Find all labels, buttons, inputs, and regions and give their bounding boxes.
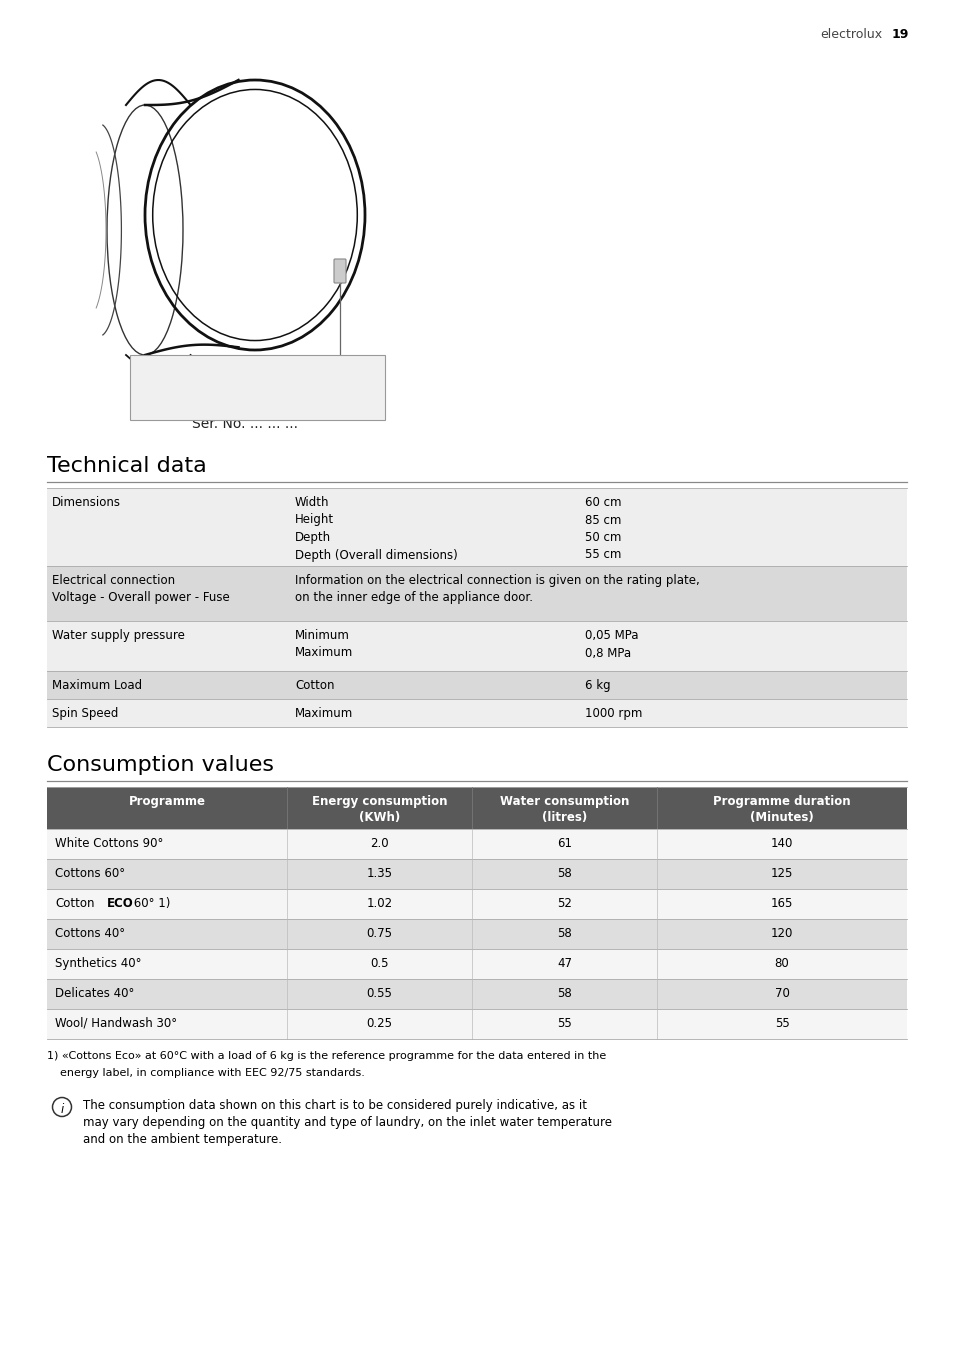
Text: 19: 19 [891,28,908,41]
Text: 140: 140 [770,837,792,850]
Bar [47,621,906,671]
Bar [47,890,906,919]
Text: 1.35: 1.35 [366,867,392,880]
Text: 125: 125 [770,867,792,880]
Text: Mod. ... ... ...: Mod. ... ... ... [142,369,228,383]
Text: Cottons 40°: Cottons 40° [55,927,125,940]
Bar [47,566,906,621]
Text: 70: 70 [774,987,789,1000]
Text: Wool/ Handwash 30°: Wool/ Handwash 30° [55,1017,177,1030]
Text: 55: 55 [774,1017,788,1030]
Text: White Cottons 90°: White Cottons 90° [55,837,163,850]
Bar [47,671,906,699]
Text: i: i [60,1103,64,1115]
Bar [47,787,906,829]
Text: Water consumption
(litres): Water consumption (litres) [499,795,629,825]
Text: Information on the electrical connection is given on the rating plate,
on the in: Information on the electrical connection… [294,575,699,604]
Text: Technical data: Technical data [47,456,207,476]
Text: electrolux: electrolux [820,28,882,41]
Text: 0,05 MPa
0,8 MPa: 0,05 MPa 0,8 MPa [584,629,638,660]
Text: Delicates 40°: Delicates 40° [55,987,134,1000]
Text: 61: 61 [557,837,572,850]
FancyBboxPatch shape [334,260,346,283]
Text: may vary depending on the quantity and type of laundry, on the inlet water tempe: may vary depending on the quantity and t… [83,1115,612,1129]
Bar [47,979,906,1009]
Text: 0.25: 0.25 [366,1017,392,1030]
Text: Synthetics 40°: Synthetics 40° [55,957,141,969]
Text: 80: 80 [774,957,788,969]
Text: Programme: Programme [129,795,205,808]
Text: 0.55: 0.55 [366,987,392,1000]
Bar [47,1009,906,1038]
Text: Dimensions: Dimensions [52,496,121,508]
Text: Minimum
Maximum: Minimum Maximum [294,629,353,660]
Text: 0.75: 0.75 [366,927,392,940]
Text: 1.02: 1.02 [366,896,392,910]
Text: 2.0: 2.0 [370,837,389,850]
Bar [47,859,906,890]
Text: Maximum Load: Maximum Load [52,679,142,692]
Text: 0.5: 0.5 [370,957,388,969]
Text: 58: 58 [557,867,571,880]
Text: Energy consumption
(KWh): Energy consumption (KWh) [312,795,447,825]
Text: 60 cm
85 cm
50 cm
55 cm: 60 cm 85 cm 50 cm 55 cm [584,496,620,561]
Text: 58: 58 [557,927,571,940]
Text: energy label, in compliance with EEC 92/75 standards.: energy label, in compliance with EEC 92/… [60,1068,364,1078]
Text: Programme duration
(Minutes): Programme duration (Minutes) [713,795,850,825]
Text: 6 kg: 6 kg [584,679,610,692]
Text: The consumption data shown on this chart is to be considered purely indicative, : The consumption data shown on this chart… [83,1099,586,1111]
Text: Width
Height
Depth
Depth (Overall dimensions): Width Height Depth Depth (Overall dimens… [294,496,457,561]
Text: Ser. No. ... ... ...: Ser. No. ... ... ... [192,416,297,431]
Text: 47: 47 [557,957,572,969]
Text: 1000 rpm: 1000 rpm [584,707,641,721]
Text: ECO: ECO [107,896,133,910]
Bar [47,699,906,727]
Text: Spin Speed: Spin Speed [52,707,118,721]
Bar [130,356,385,420]
Text: and on the ambient temperature.: and on the ambient temperature. [83,1133,282,1146]
Text: Cotton: Cotton [55,896,94,910]
Bar [47,949,906,979]
Text: Water supply pressure: Water supply pressure [52,629,185,642]
Text: Cotton: Cotton [294,679,335,692]
Text: Electrical connection
Voltage - Overall power - Fuse: Electrical connection Voltage - Overall … [52,575,230,604]
Text: 60° 1): 60° 1) [130,896,171,910]
Text: 120: 120 [770,927,792,940]
Bar [47,829,906,859]
Text: 55: 55 [557,1017,571,1030]
Bar [47,488,906,566]
Text: 1) «Cottons Eco» at 60°C with a load of 6 kg is the reference programme for the : 1) «Cottons Eco» at 60°C with a load of … [47,1051,605,1061]
Bar [47,919,906,949]
Text: Cottons 60°: Cottons 60° [55,867,125,880]
Text: Prod. No. ... ... ...: Prod. No. ... ... ... [142,393,257,407]
Text: Consumption values: Consumption values [47,754,274,775]
Text: 165: 165 [770,896,792,910]
Text: 58: 58 [557,987,571,1000]
Text: 52: 52 [557,896,572,910]
Text: Maximum: Maximum [294,707,353,721]
